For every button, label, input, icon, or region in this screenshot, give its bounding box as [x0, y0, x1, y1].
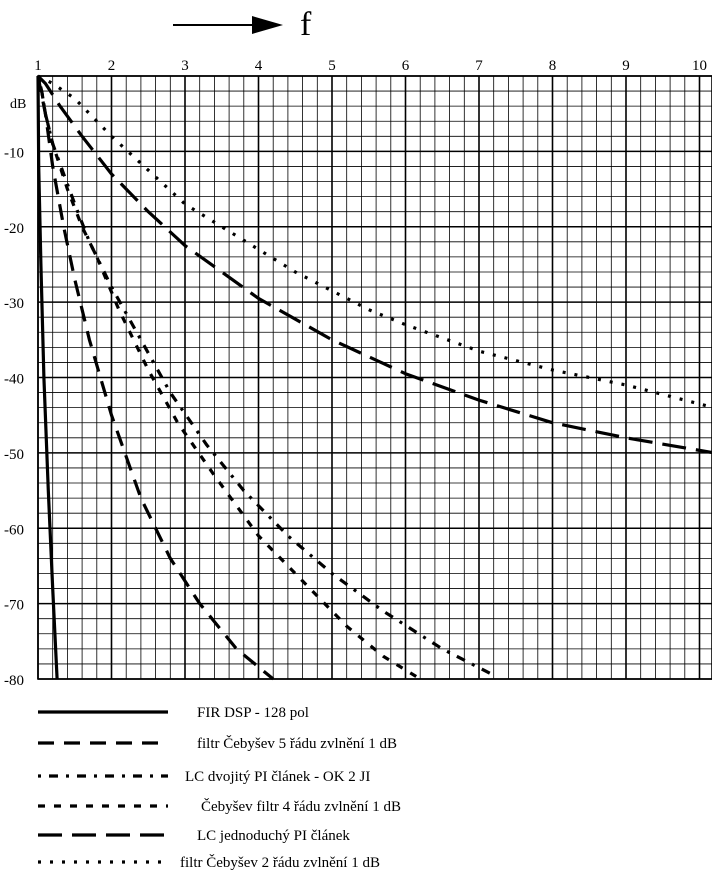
x-tick-label: 6: [402, 58, 410, 74]
x-tick-labels: 1 2 3 4 5 6 7 8 9 10: [34, 58, 707, 74]
legend-label: LC dvojitý PI článek - OK 2 JI: [185, 769, 370, 785]
series-line: [36, 75, 59, 680]
x-tick-label: 7: [475, 58, 483, 74]
x-tick-label: 5: [328, 58, 336, 74]
x-tick-label: 8: [549, 58, 557, 74]
legend-label: Čebyšev filtr 4 řádu zvlnění 1 dB: [201, 798, 401, 815]
y-tick-label: -30: [4, 296, 24, 312]
series-line: [36, 74, 712, 455]
x-tick-label: 3: [181, 58, 189, 74]
y-tick-label: -40: [4, 372, 24, 388]
legend-label: filtr Čebyšev 5 řádu zvlnění 1 dB: [197, 735, 397, 752]
x-tick-label: 9: [622, 58, 630, 74]
x-tick-label: 4: [255, 58, 263, 74]
x-axis-label: f: [300, 6, 312, 43]
legend-label: FIR DSP - 128 pol: [197, 705, 309, 721]
series-line: [36, 75, 422, 681]
y-tick-label: -50: [4, 447, 24, 463]
plot-frame: [37, 75, 712, 680]
plot-series: [36, 74, 712, 681]
y-tick-labels: dB -10 -20 -30 -40 -50 -60 -70 -80: [4, 97, 26, 689]
x-tick-label: 1: [34, 58, 42, 74]
legend: FIR DSP - 128 pol filtr Čebyšev 5 řádu zv…: [38, 705, 401, 871]
x-tick-label: 10: [692, 58, 707, 74]
plot-grid: [37, 75, 712, 680]
frequency-arrow: [173, 16, 283, 34]
y-tick-label: -80: [4, 673, 24, 689]
legend-label: LC jednoduchý PI článek: [197, 828, 350, 844]
y-tick-label: -10: [4, 145, 24, 161]
y-tick-label: -20: [4, 221, 24, 237]
y-tick-label: -60: [4, 522, 24, 538]
y-axis-unit-label: dB: [10, 97, 26, 112]
legend-label: filtr Čebyšev 2 řádu zvlnění 1 dB: [180, 854, 380, 871]
x-tick-label: 2: [108, 58, 116, 74]
y-tick-label: -70: [4, 598, 24, 614]
